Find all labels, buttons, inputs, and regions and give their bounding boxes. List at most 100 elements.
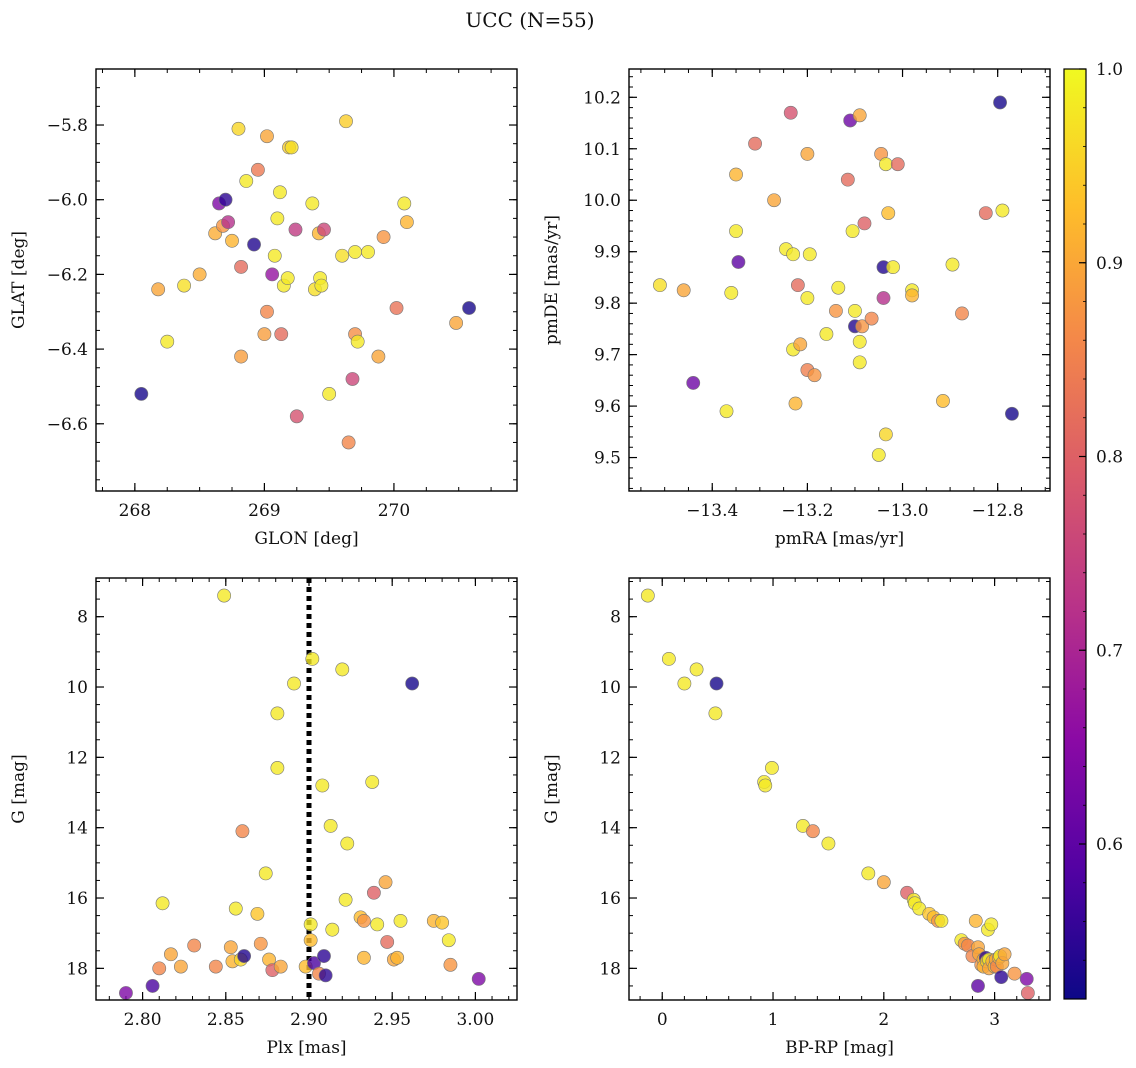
data-point	[234, 260, 248, 274]
data-point	[840, 172, 855, 187]
data-point	[340, 836, 355, 851]
y-tick-label: −6.2	[47, 265, 88, 285]
data-point	[228, 901, 243, 916]
data-point	[280, 271, 295, 286]
data-point	[151, 282, 166, 297]
data-point	[325, 922, 340, 937]
data-point	[852, 108, 867, 123]
data-point	[676, 283, 691, 298]
y-tick-label: 10	[599, 678, 621, 698]
x-tick-label: −12.8	[972, 501, 1024, 521]
data-point	[305, 196, 320, 211]
x-tick-label: 3	[989, 1010, 1000, 1030]
x-tick-label: 269	[248, 501, 280, 521]
plot-frame	[628, 577, 1051, 1001]
data-point	[341, 435, 356, 450]
data-point	[876, 875, 891, 890]
y-tick-label: 8	[610, 608, 621, 628]
data-point	[878, 157, 893, 172]
data-point	[160, 334, 175, 349]
data-point	[339, 114, 353, 129]
data-point	[993, 95, 1007, 110]
data-point	[305, 651, 320, 666]
y-tick-label: −6.4	[47, 340, 88, 360]
y-tick-label: 9.5	[594, 449, 621, 469]
data-point	[221, 215, 236, 230]
panel-glon-glat: 268 269 270 −5.8 −6.0 −6.2 −6.4 −6.6 GLON [deg] G…	[9, 68, 518, 549]
data-point	[995, 203, 1010, 218]
data-point	[208, 959, 223, 974]
colorbar-tick-label: 0.6	[1096, 835, 1123, 855]
data-point	[788, 396, 803, 411]
data-point	[173, 959, 188, 974]
data-point	[968, 913, 983, 928]
panel-plx-g: 2.80 2.85 2.90 2.95 3.00 8 10 12 14 16 18 Plx [mas]…	[9, 577, 518, 1058]
data-point	[886, 260, 900, 275]
data-point	[829, 303, 843, 318]
x-tick-label: 0	[657, 1010, 668, 1030]
data-point	[1005, 406, 1019, 421]
data-point	[978, 206, 993, 220]
data-point	[677, 676, 692, 691]
data-point	[393, 913, 408, 928]
data-point	[857, 216, 872, 231]
colorbar-tick-label: 0.8	[1096, 448, 1123, 468]
data-point	[462, 301, 476, 315]
data-point	[274, 327, 289, 342]
data-point	[357, 950, 371, 965]
data-point	[800, 291, 815, 305]
data-point	[994, 970, 1009, 985]
y-tick-label: −6.0	[47, 191, 88, 211]
data-point	[134, 387, 149, 401]
data-point	[378, 875, 393, 890]
data-point	[284, 140, 299, 155]
panel-pmra-pmde: −13.4 −13.2 −13.0 −12.8 9.5 9.6 9.7 9.8 9.9 10.0 1…	[542, 68, 1051, 549]
y-tick-label: 16	[599, 889, 621, 909]
data-point	[192, 267, 207, 282]
x-tick-label: 270	[378, 501, 410, 521]
y-axis-label: GLAT [deg]	[9, 231, 29, 329]
data-point	[370, 917, 385, 932]
data-point	[881, 206, 896, 220]
x-axis-label: pmRA [mas/yr]	[775, 529, 904, 549]
data-point	[852, 355, 867, 370]
data-point	[686, 376, 701, 390]
data-point	[800, 147, 815, 161]
data-point	[783, 105, 798, 120]
data-point	[289, 409, 304, 424]
data-point	[878, 427, 893, 442]
data-point	[217, 588, 232, 603]
data-point	[314, 278, 329, 293]
x-axis-label: BP-RP [mag]	[785, 1038, 894, 1058]
x-axis-label: Plx [mas]	[266, 1038, 346, 1058]
data-point	[389, 301, 404, 315]
data-point	[758, 778, 773, 793]
data-point	[405, 676, 420, 691]
data-point	[390, 950, 405, 965]
y-tick-label: 18	[599, 959, 621, 979]
x-axis-label: GLON [deg]	[254, 529, 358, 549]
data-point	[689, 662, 704, 677]
colorbar-tick-label: 1.0	[1096, 60, 1123, 80]
y-tick-label: 14	[599, 819, 621, 839]
data-point	[260, 129, 274, 144]
data-point	[852, 334, 867, 349]
data-point	[767, 193, 781, 208]
y-tick-label: 10.1	[583, 140, 621, 160]
data-point	[323, 819, 338, 833]
data-point	[984, 917, 999, 932]
x-tick-label: 2.85	[207, 1010, 245, 1030]
y-axis-label: pmDE [mas/yr]	[542, 215, 562, 345]
data-point	[247, 237, 261, 252]
data-point	[997, 947, 1012, 962]
data-point	[152, 961, 167, 976]
data-point	[357, 913, 371, 928]
data-point	[709, 676, 724, 691]
colorbar-gradient	[1064, 69, 1086, 999]
x-tick-label: −13.0	[876, 501, 928, 521]
data-point	[397, 196, 412, 211]
data-point	[273, 959, 288, 974]
colorbar: 0.6 0.7 0.8 0.9 1.0	[1063, 60, 1123, 1000]
data-point	[303, 933, 318, 948]
data-point	[155, 896, 170, 911]
